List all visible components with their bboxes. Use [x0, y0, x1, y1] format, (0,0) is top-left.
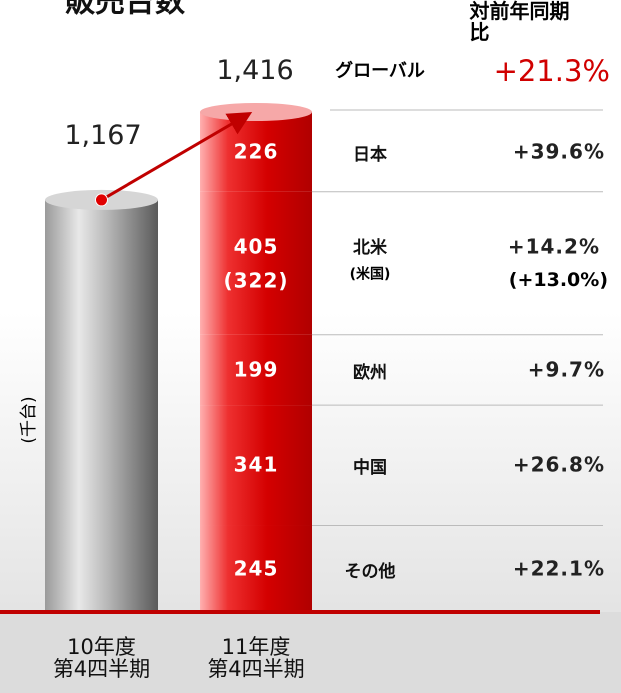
bar-segment	[200, 405, 312, 526]
sub-value-label: (322)	[223, 268, 289, 293]
bar-top	[200, 103, 312, 121]
bar-segment	[200, 525, 312, 612]
segment-value-label: 405	[233, 234, 279, 259]
growth-header: 対前年同期比	[469, 0, 570, 44]
segment-name: 日本	[353, 144, 387, 165]
segment-growth: +14.2%	[507, 234, 600, 259]
segment-growth: +26.8%	[512, 452, 605, 477]
y-axis-label: (千台)	[19, 396, 40, 444]
x-tick-label: 11年度 第4四半期	[207, 634, 305, 681]
segment-value-label: 341	[233, 452, 279, 477]
total-growth: +21.3%	[493, 53, 610, 88]
arrow-dot	[95, 193, 108, 207]
segment-growth: +22.1%	[512, 556, 605, 581]
bar-segment	[200, 334, 312, 406]
segment-value-label: 226	[233, 139, 279, 164]
chart-title: 販売台数	[65, 0, 185, 20]
bar-segment	[200, 191, 312, 335]
segment-growth: +9.7%	[527, 357, 605, 382]
value-label: 1,416	[216, 54, 294, 86]
segment-growth: +39.6%	[512, 139, 605, 164]
segment-name: その他	[344, 561, 396, 582]
sub-growth: (+13.0%)	[508, 269, 608, 292]
total-name: グローバル	[335, 60, 425, 82]
bar-segment	[200, 112, 312, 192]
growth-arrow	[100, 111, 253, 202]
value-label: 1,167	[64, 119, 142, 151]
bar	[45, 199, 158, 613]
x-tick-label: 10年度 第4四半期	[52, 634, 151, 681]
segment-name: 北米	[353, 238, 387, 259]
segment-name: 欧州	[353, 363, 387, 384]
floor	[0, 612, 621, 693]
segment-value-label: 245	[233, 556, 279, 581]
segment-name: 中国	[353, 458, 387, 479]
sub-name: (米国)	[349, 266, 391, 283]
segment-value-label: 199	[233, 357, 279, 382]
